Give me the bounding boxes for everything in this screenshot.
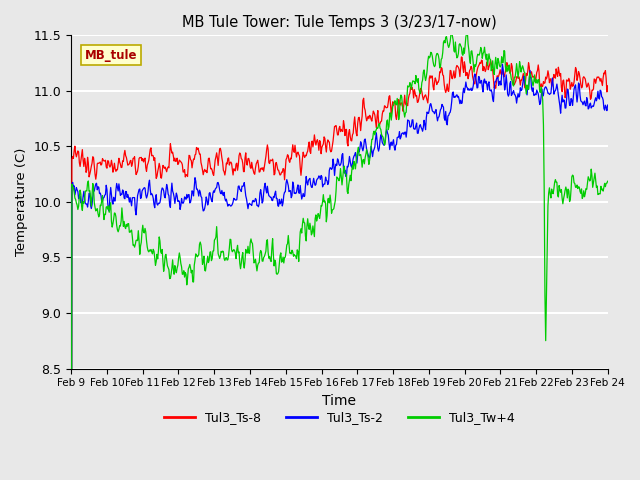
Legend: Tul3_Ts-8, Tul3_Ts-2, Tul3_Tw+4: Tul3_Ts-8, Tul3_Ts-2, Tul3_Tw+4: [159, 406, 520, 429]
Text: MB_tule: MB_tule: [84, 48, 137, 61]
Y-axis label: Temperature (C): Temperature (C): [15, 148, 28, 256]
Title: MB Tule Tower: Tule Temps 3 (3/23/17-now): MB Tule Tower: Tule Temps 3 (3/23/17-now…: [182, 15, 497, 30]
X-axis label: Time: Time: [323, 394, 356, 408]
